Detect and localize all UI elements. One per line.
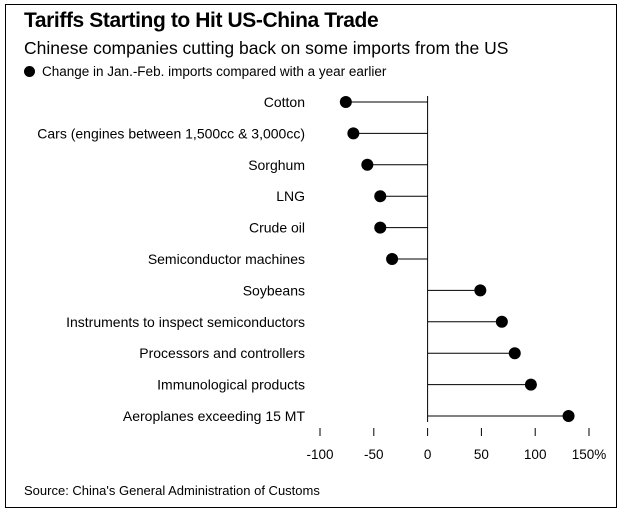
x-tick-label: 100 <box>524 447 547 462</box>
lollipop-marker <box>495 315 508 328</box>
chart-subtitle: Chinese companies cutting back on some i… <box>24 38 509 58</box>
category-label: Cotton <box>264 94 305 110</box>
lollipop-marker <box>562 410 575 422</box>
legend-marker-icon <box>24 66 35 77</box>
lollipop-marker <box>524 378 537 391</box>
lollipop-marker <box>474 284 487 297</box>
lollipop-marker <box>508 347 521 360</box>
lollipop-marker <box>339 96 352 108</box>
lollipop-marker <box>374 190 387 203</box>
x-tick-label: -100 <box>306 447 333 462</box>
category-label: Immunological products <box>157 377 305 393</box>
category-label: Soybeans <box>243 282 305 298</box>
lollipop-marker <box>347 127 360 140</box>
category-label: LNG <box>276 188 305 204</box>
chart-title: Tariffs Starting to Hit US-China Trade <box>24 9 379 32</box>
lollipop-marker <box>386 253 399 265</box>
category-label: Processors and controllers <box>139 345 305 361</box>
lollipop-marker <box>361 158 374 171</box>
category-label: Crude oil <box>249 220 305 236</box>
source-note: Source: China's General Administration o… <box>24 483 320 498</box>
category-label: Semiconductor machines <box>148 251 305 267</box>
category-label: Cars (engines between 1,500cc & 3,000cc) <box>37 125 305 141</box>
category-label: Aeroplanes exceeding 15 MT <box>123 408 306 424</box>
legend: Change in Jan.-Feb. imports compared wit… <box>24 64 386 79</box>
x-tick-label: 0 <box>424 447 432 462</box>
chart-frame <box>5 4 617 508</box>
lollipop-marker <box>374 221 387 234</box>
x-tick-label: 150% <box>572 447 607 462</box>
category-label: Sorghum <box>248 157 305 173</box>
category-label: Instruments to inspect semiconductors <box>66 314 305 330</box>
legend-label: Change in Jan.-Feb. imports compared wit… <box>42 64 387 79</box>
x-tick-label: -50 <box>364 447 384 462</box>
x-tick-label: 50 <box>474 447 489 462</box>
plot-area: Cotton Cars (engines between 1,500cc & 3,… <box>37 94 606 462</box>
